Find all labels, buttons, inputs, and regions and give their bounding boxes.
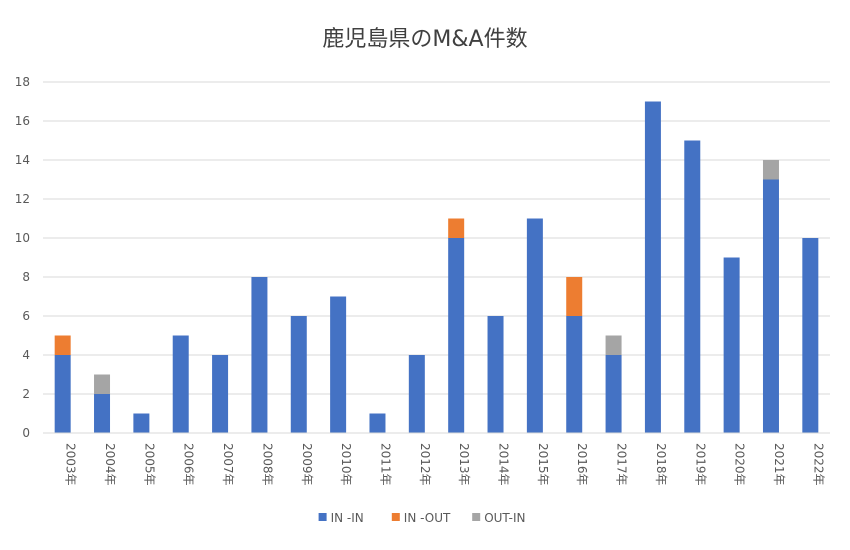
bar-2003年-series-1: [54, 335, 71, 355]
bar-2009年-series-0: [290, 316, 307, 433]
x-tick-label: 2020年: [733, 443, 747, 486]
x-tick-label: 2011年: [378, 443, 392, 486]
bar-2014年-series-0: [487, 316, 504, 433]
x-tick-label: 2005年: [142, 443, 156, 486]
x-tick-label: 2008年: [260, 443, 274, 486]
legend: IN -IN IN -OUT OUT-IN: [318, 511, 526, 525]
y-tick-label: 10: [15, 231, 30, 245]
y-tick-label: 0: [22, 426, 30, 440]
x-tick-label: 2017年: [615, 443, 629, 486]
x-tick-label: 2019年: [693, 443, 707, 486]
x-tick-label: 2018年: [654, 443, 668, 486]
x-tick-label: 2021年: [772, 443, 786, 486]
bar-2013年-series-0: [448, 238, 465, 433]
x-tick-label: 2012年: [418, 443, 432, 486]
bar-2008年-series-0: [251, 277, 268, 433]
bar-2015年-series-0: [526, 218, 543, 433]
x-axis-ticks: 2003年 2004年 2005年 2006年 2007年 2008年 2009年 2010年…: [64, 443, 826, 486]
y-tick-label: 8: [22, 270, 30, 284]
bar-2016年-series-1: [566, 277, 583, 316]
bar-2004年-series-2: [94, 374, 111, 394]
legend-swatch-1: [391, 513, 400, 521]
bar-2020年-series-0: [723, 257, 740, 433]
bar-2017年-series-0: [605, 355, 622, 433]
bar-2019年-series-0: [684, 140, 701, 433]
y-tick-label: 4: [22, 348, 30, 362]
bar-2007年-series-0: [212, 355, 229, 433]
bar-2021年-series-2: [762, 160, 779, 180]
bar-2012年-series-0: [408, 355, 425, 433]
x-tick-label: 2007年: [221, 443, 235, 486]
y-axis-ticks: 0 2 4 6 8 10 12 14 16 18: [15, 75, 30, 440]
bar-2021年-series-0: [762, 179, 779, 433]
bar-2010年-series-0: [330, 296, 347, 433]
y-tick-label: 6: [22, 309, 30, 323]
bar-2013年-series-1: [448, 218, 465, 238]
y-tick-label: 18: [15, 75, 30, 89]
y-tick-label: 12: [15, 192, 30, 206]
gridlines: [43, 81, 830, 395]
bar-2016年-series-0: [566, 316, 583, 433]
legend-label-1: IN -OUT: [404, 511, 451, 525]
x-tick-label: 2014年: [497, 443, 511, 486]
y-tick-label: 2: [22, 387, 30, 401]
bar-2017年-series-2: [605, 335, 622, 355]
bar-2006年-series-0: [172, 335, 189, 433]
bar-2004年-series-0: [94, 394, 111, 433]
bar-2005年-series-0: [133, 413, 150, 433]
legend-label-2: OUT-IN: [484, 511, 525, 525]
bar-2011年-series-0: [369, 413, 386, 433]
x-tick-label: 2010年: [339, 443, 353, 486]
x-tick-label: 2009年: [300, 443, 314, 486]
x-tick-label: 2016年: [575, 443, 589, 486]
bar-2022年-series-0: [802, 238, 819, 433]
chart-title: 鹿児島県のM&A件数: [322, 27, 527, 52]
legend-label-0: IN -IN: [331, 511, 364, 525]
legend-swatch-0: [318, 513, 327, 521]
x-tick-label: 2003年: [64, 443, 78, 486]
bars: [54, 101, 819, 433]
x-tick-label: 2015年: [536, 443, 550, 486]
legend-swatch-2: [472, 513, 481, 521]
x-tick-label: 2022年: [811, 443, 825, 486]
y-tick-label: 14: [15, 153, 30, 167]
bar-2018年-series-0: [644, 101, 661, 433]
y-tick-label: 16: [15, 114, 30, 128]
x-tick-label: 2006年: [182, 443, 196, 486]
x-tick-label: 2004年: [103, 443, 117, 486]
x-tick-label: 2013年: [457, 443, 471, 486]
bar-2003年-series-0: [54, 355, 71, 433]
